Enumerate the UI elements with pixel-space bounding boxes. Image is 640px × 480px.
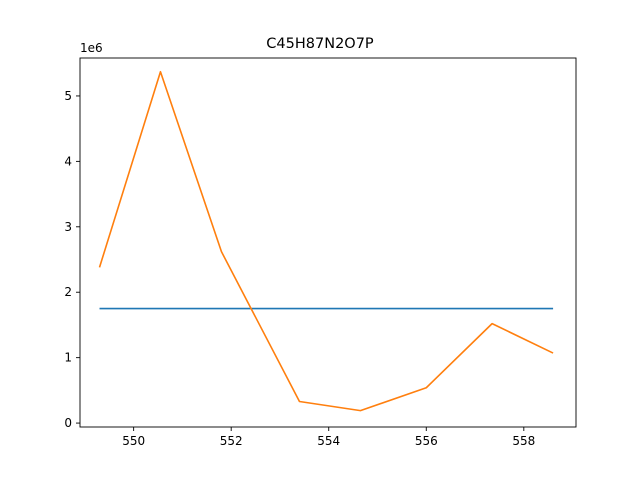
- chart-title: C45H87N2O7P: [266, 36, 374, 52]
- y-tick-label: 5: [64, 89, 72, 103]
- y-axis-offset-label: 1e6: [80, 41, 103, 55]
- y-tick-label: 3: [64, 220, 72, 234]
- y-tick-label: 2: [64, 285, 72, 299]
- x-tick-label: 550: [122, 434, 145, 448]
- x-tick-label: 554: [317, 434, 340, 448]
- x-tick-label: 558: [512, 434, 535, 448]
- x-tick-label: 556: [415, 434, 438, 448]
- x-tick-label: 552: [220, 434, 243, 448]
- y-tick-label: 1: [64, 351, 72, 365]
- plot-frame: [79, 57, 577, 428]
- series-layer: [98, 70, 554, 412]
- y-tick-label: 4: [64, 154, 72, 168]
- y-tick-label: 0: [64, 416, 72, 430]
- series-line-2: [98, 70, 554, 412]
- axes-layer: 550 552 554 556 558 0 1 2 3 4 5: [64, 57, 577, 448]
